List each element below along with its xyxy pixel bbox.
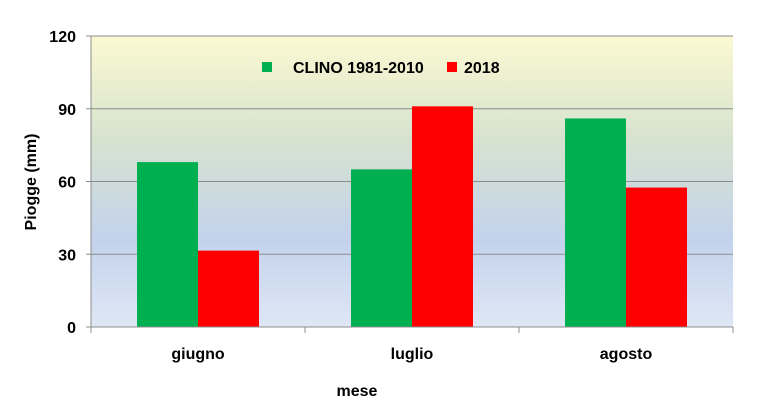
legend-label: CLINO 1981-2010 — [293, 60, 424, 77]
y-tick-label: 90 — [58, 102, 76, 119]
legend-label: 2018 — [464, 60, 500, 77]
x-tick-labels: giugno luglio agosto — [171, 346, 652, 363]
y-tick-label: 30 — [58, 247, 76, 264]
bars — [137, 106, 687, 327]
bar-clino-agosto — [565, 118, 626, 327]
x-axis-title: mese — [337, 383, 378, 400]
bar-year-luglio — [412, 106, 473, 327]
legend-swatch — [262, 62, 272, 72]
x-tick-label: luglio — [391, 346, 434, 363]
x-tick-label: giugno — [171, 346, 225, 363]
y-tick-label: 0 — [67, 320, 76, 337]
bar-year-giugno — [198, 250, 259, 327]
x-tick-label: agosto — [600, 346, 653, 363]
bar-clino-giugno — [137, 162, 198, 327]
legend-swatch — [447, 62, 457, 72]
bar-clino-luglio — [351, 169, 412, 327]
legend: CLINO 1981-2010 2018 — [262, 60, 500, 77]
y-axis-title: Piogge (mm) — [23, 134, 40, 231]
y-tick-label: 120 — [49, 29, 76, 46]
y-tick-labels: 0 30 60 90 120 — [49, 29, 91, 337]
bar-year-agosto — [626, 187, 687, 327]
y-tick-label: 60 — [58, 175, 76, 192]
